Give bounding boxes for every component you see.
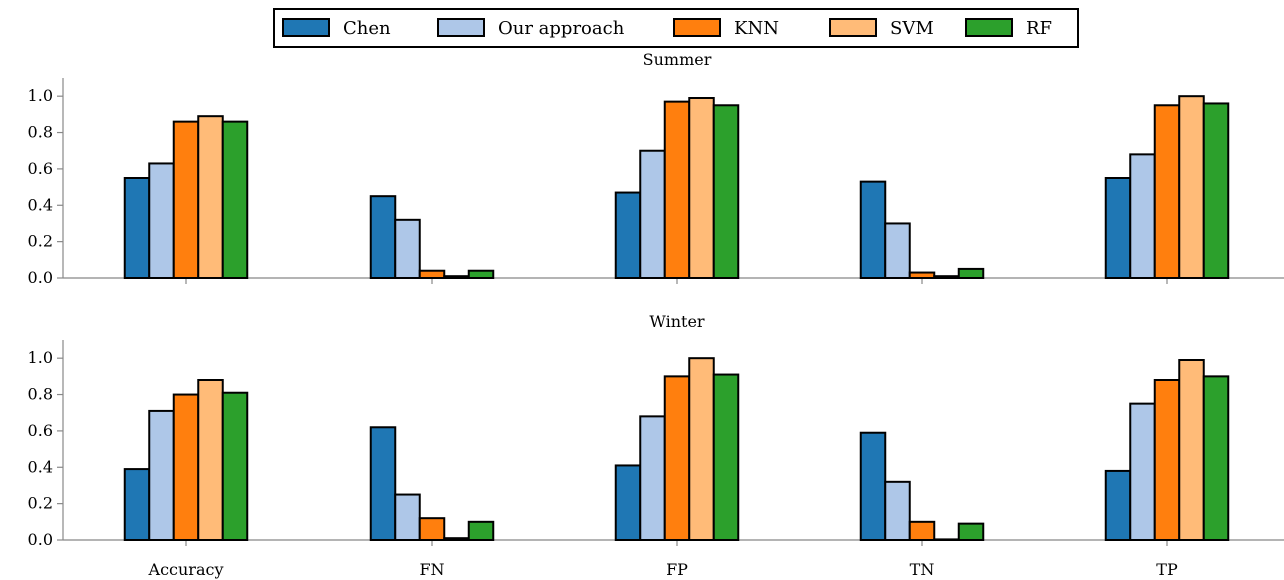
- winter-bar-our-approach-accuracy: [148, 409, 175, 541]
- winter-bar-chen-tn: [859, 431, 887, 542]
- x-tick-label-fn: FN: [419, 560, 444, 579]
- summer-title: Summer: [643, 50, 712, 69]
- summer-bar-svm-tp: [1178, 95, 1205, 280]
- winter-bar-rf-tn: [957, 522, 985, 542]
- summer-bar-rf-tp: [1202, 102, 1230, 279]
- winter-bar-knn-tn: [908, 520, 936, 542]
- winter-bar-rf-fn: [467, 520, 495, 542]
- winter-y-tick-label: 0.4: [28, 457, 53, 476]
- winter-bar-rf-accuracy: [221, 391, 249, 542]
- summer-bar-rf-fp: [712, 104, 740, 279]
- winter-bar-our-approach-fp: [639, 415, 666, 541]
- winter-bar-svm-tn: [933, 538, 960, 542]
- legend-label-our-approach: Our approach: [498, 18, 625, 39]
- winter-bar-svm-accuracy: [197, 379, 224, 541]
- winter-y-tick-label: 0.2: [28, 494, 53, 513]
- winter-bar-svm-tp: [1178, 359, 1205, 541]
- winter-bar-knn-fp: [663, 375, 691, 541]
- x-tick-label-accuracy: Accuracy: [148, 560, 224, 579]
- winter-y-tick-label: 0.6: [28, 421, 53, 440]
- summer-y-tick-label: 1.0: [28, 86, 53, 105]
- legend-label-knn: KNN: [734, 18, 779, 39]
- winter-bar-chen-fn: [369, 426, 397, 541]
- winter-title: Winter: [649, 312, 704, 331]
- summer-bar-our-approach-fn: [394, 218, 421, 280]
- summer-bar-our-approach-tn: [884, 222, 911, 279]
- legend-swatch-rf: [965, 18, 1013, 37]
- winter-y-tick-label: 1.0: [28, 348, 53, 367]
- summer-bar-svm-fn: [443, 275, 470, 279]
- legend-swatch-chen: [282, 18, 330, 37]
- x-tick-label-tn: TN: [910, 560, 935, 579]
- summer-bar-knn-tn: [908, 271, 936, 279]
- winter-bar-knn-fn: [418, 517, 446, 541]
- winter-bar-rf-tp: [1202, 375, 1230, 541]
- winter-bar-chen-accuracy: [123, 468, 151, 541]
- summer-y-tick-label: 0.6: [28, 159, 53, 178]
- summer-y-tick-label: 0.0: [28, 268, 53, 287]
- summer-bar-svm-fp: [688, 97, 715, 279]
- winter-bar-chen-fp: [614, 464, 642, 542]
- x-tick-label-tp: TP: [1156, 560, 1178, 579]
- summer-y-tick-label: 0.8: [28, 123, 53, 142]
- winter-bar-our-approach-tp: [1129, 402, 1156, 542]
- winter-bar-our-approach-fn: [394, 493, 421, 541]
- summer-bar-rf-tn: [957, 267, 985, 280]
- summer-bar-svm-tn: [933, 275, 960, 279]
- legend-label-chen: Chen: [343, 18, 391, 39]
- summer-bar-rf-accuracy: [221, 120, 249, 279]
- winter-bar-chen-tp: [1104, 469, 1132, 541]
- summer-bar-chen-tn: [859, 180, 887, 279]
- winter-y-tick-label: 0.8: [28, 385, 53, 404]
- summer-bar-chen-tp: [1104, 177, 1132, 279]
- winter-bar-rf-fp: [712, 373, 740, 541]
- summer-bar-chen-fn: [369, 195, 397, 279]
- legend-label-rf: RF: [1026, 18, 1052, 39]
- summer-y-tick-label: 0.2: [28, 232, 53, 251]
- winter-y-tick-label: 0.0: [28, 530, 53, 549]
- legend-swatch-svm: [829, 18, 877, 37]
- summer-y-tick-label: 0.4: [28, 195, 53, 214]
- legend-swatch-our-approach: [437, 18, 485, 37]
- winter-bar-our-approach-tn: [884, 480, 911, 542]
- winter-bar-svm-fp: [688, 357, 715, 541]
- x-tick-label-fp: FP: [666, 560, 688, 579]
- summer-bar-knn-tp: [1153, 104, 1181, 279]
- summer-bar-knn-fp: [663, 100, 691, 279]
- summer-bar-knn-accuracy: [172, 120, 200, 279]
- summer-bar-our-approach-accuracy: [148, 162, 175, 279]
- winter-bar-knn-tp: [1153, 379, 1181, 541]
- summer-bar-knn-fn: [418, 269, 446, 280]
- summer-bar-chen-fp: [614, 191, 642, 279]
- winter-bar-svm-fn: [443, 537, 470, 541]
- summer-bar-our-approach-tp: [1129, 153, 1156, 279]
- legend-label-svm: SVM: [890, 18, 934, 39]
- winter-bar-knn-accuracy: [172, 393, 200, 541]
- legend-swatch-knn: [673, 18, 721, 37]
- summer-bar-rf-fn: [467, 269, 495, 280]
- summer-bar-chen-accuracy: [123, 177, 151, 279]
- summer-bar-svm-accuracy: [197, 115, 224, 280]
- summer-bar-our-approach-fp: [639, 149, 666, 279]
